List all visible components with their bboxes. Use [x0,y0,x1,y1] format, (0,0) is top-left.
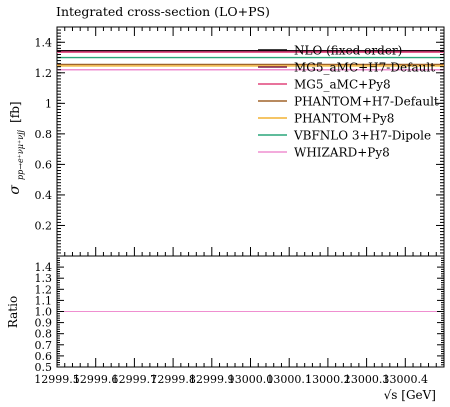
x-tick-label: 13000.1 [266,373,312,386]
svg-text:σ pp→e⁺νμ⁺νjj [fb]: σ pp→e⁺νμ⁺νjj [fb] [4,101,27,194]
x-tick-label: 12999.8 [150,373,196,386]
legend: NLO (fixed order) MG5_aMC+H7-Default MG5_a… [258,44,439,160]
y-tick-label: 1 [45,97,52,110]
x-tick-labels: 12999.512999.612999.712999.812999.913000… [34,373,428,386]
x-tick-label: 13000.3 [344,373,390,386]
legend-label-4: PHANTOM+Py8 [294,112,394,126]
ratio-axis-label: Ratio [6,296,20,328]
y-tick-label: 0.8 [35,128,53,141]
ratio-tick-label: 0.9 [35,317,53,330]
main-series-group [57,49,444,71]
ratio-tick-label: 1.2 [35,283,53,296]
x-tick-label: 12999.6 [73,373,119,386]
ratio-tick-label: 1.0 [35,306,53,319]
x-tick-label: 12999.5 [34,373,80,386]
chart-title: Integrated cross-section (LO+PS) [56,4,270,19]
y-tick-label: 1.4 [35,36,53,49]
y-axis-label: σ pp→e⁺νμ⁺νjj [fb] [4,101,27,194]
y-axis-label-symbol: σ [7,185,23,195]
x-tick-label: 13000.2 [305,373,351,386]
main-panel: 0.2 0.4 0.6 0.8 1 1.2 1.4 NLO (fixed order) MG5… [35,26,445,257]
ratio-tick-label: 0.5 [35,361,53,374]
ratio-tick-label: 1.3 [35,272,53,285]
ratio-tick-label: 0.7 [35,339,53,352]
legend-label-3: PHANTOM+H7-Default [294,95,439,109]
legend-label-6: WHIZARD+Py8 [294,146,390,160]
ratio-panel: 0.50.60.70.80.91.01.11.21.31.4 12999.512… [34,255,445,386]
y-tick-label: 0.2 [35,219,53,232]
ratio-y-ticks: 0.50.60.70.80.91.01.11.21.31.4 [35,255,444,374]
y-tick-label: 0.6 [35,158,53,171]
main-y-ticks: 0.2 0.4 0.6 0.8 1 1.2 1.4 [35,26,444,257]
ratio-tick-label: 1.4 [35,261,53,274]
x-axis-label: √s [GeV] [384,388,436,402]
ratio-tick-label: 0.6 [35,350,53,363]
y-tick-label: 1.2 [35,67,53,80]
x-tick-label: 12999.7 [112,373,158,386]
legend-label-0: NLO (fixed order) [294,44,402,58]
legend-label-5: VBFNLO 3+H7-Dipole [293,129,431,143]
main-x-ticks [56,27,445,256]
ratio-x-ticks [56,358,445,367]
y-axis-label-unit: [fb] [8,101,22,123]
x-tick-label: 13000.0 [228,373,274,386]
y-tick-label: 0.4 [35,189,53,202]
x-tick-label: 12999.9 [189,373,235,386]
x-tick-label: 13000.4 [383,373,429,386]
legend-label-1: MG5_aMC+H7-Default [294,61,435,75]
ratio-tick-label: 1.1 [35,294,53,307]
ratio-tick-label: 0.8 [35,328,53,341]
y-axis-label-subscript: pp→e⁺νμ⁺νjj [16,129,25,180]
legend-label-2: MG5_aMC+Py8 [294,78,391,92]
